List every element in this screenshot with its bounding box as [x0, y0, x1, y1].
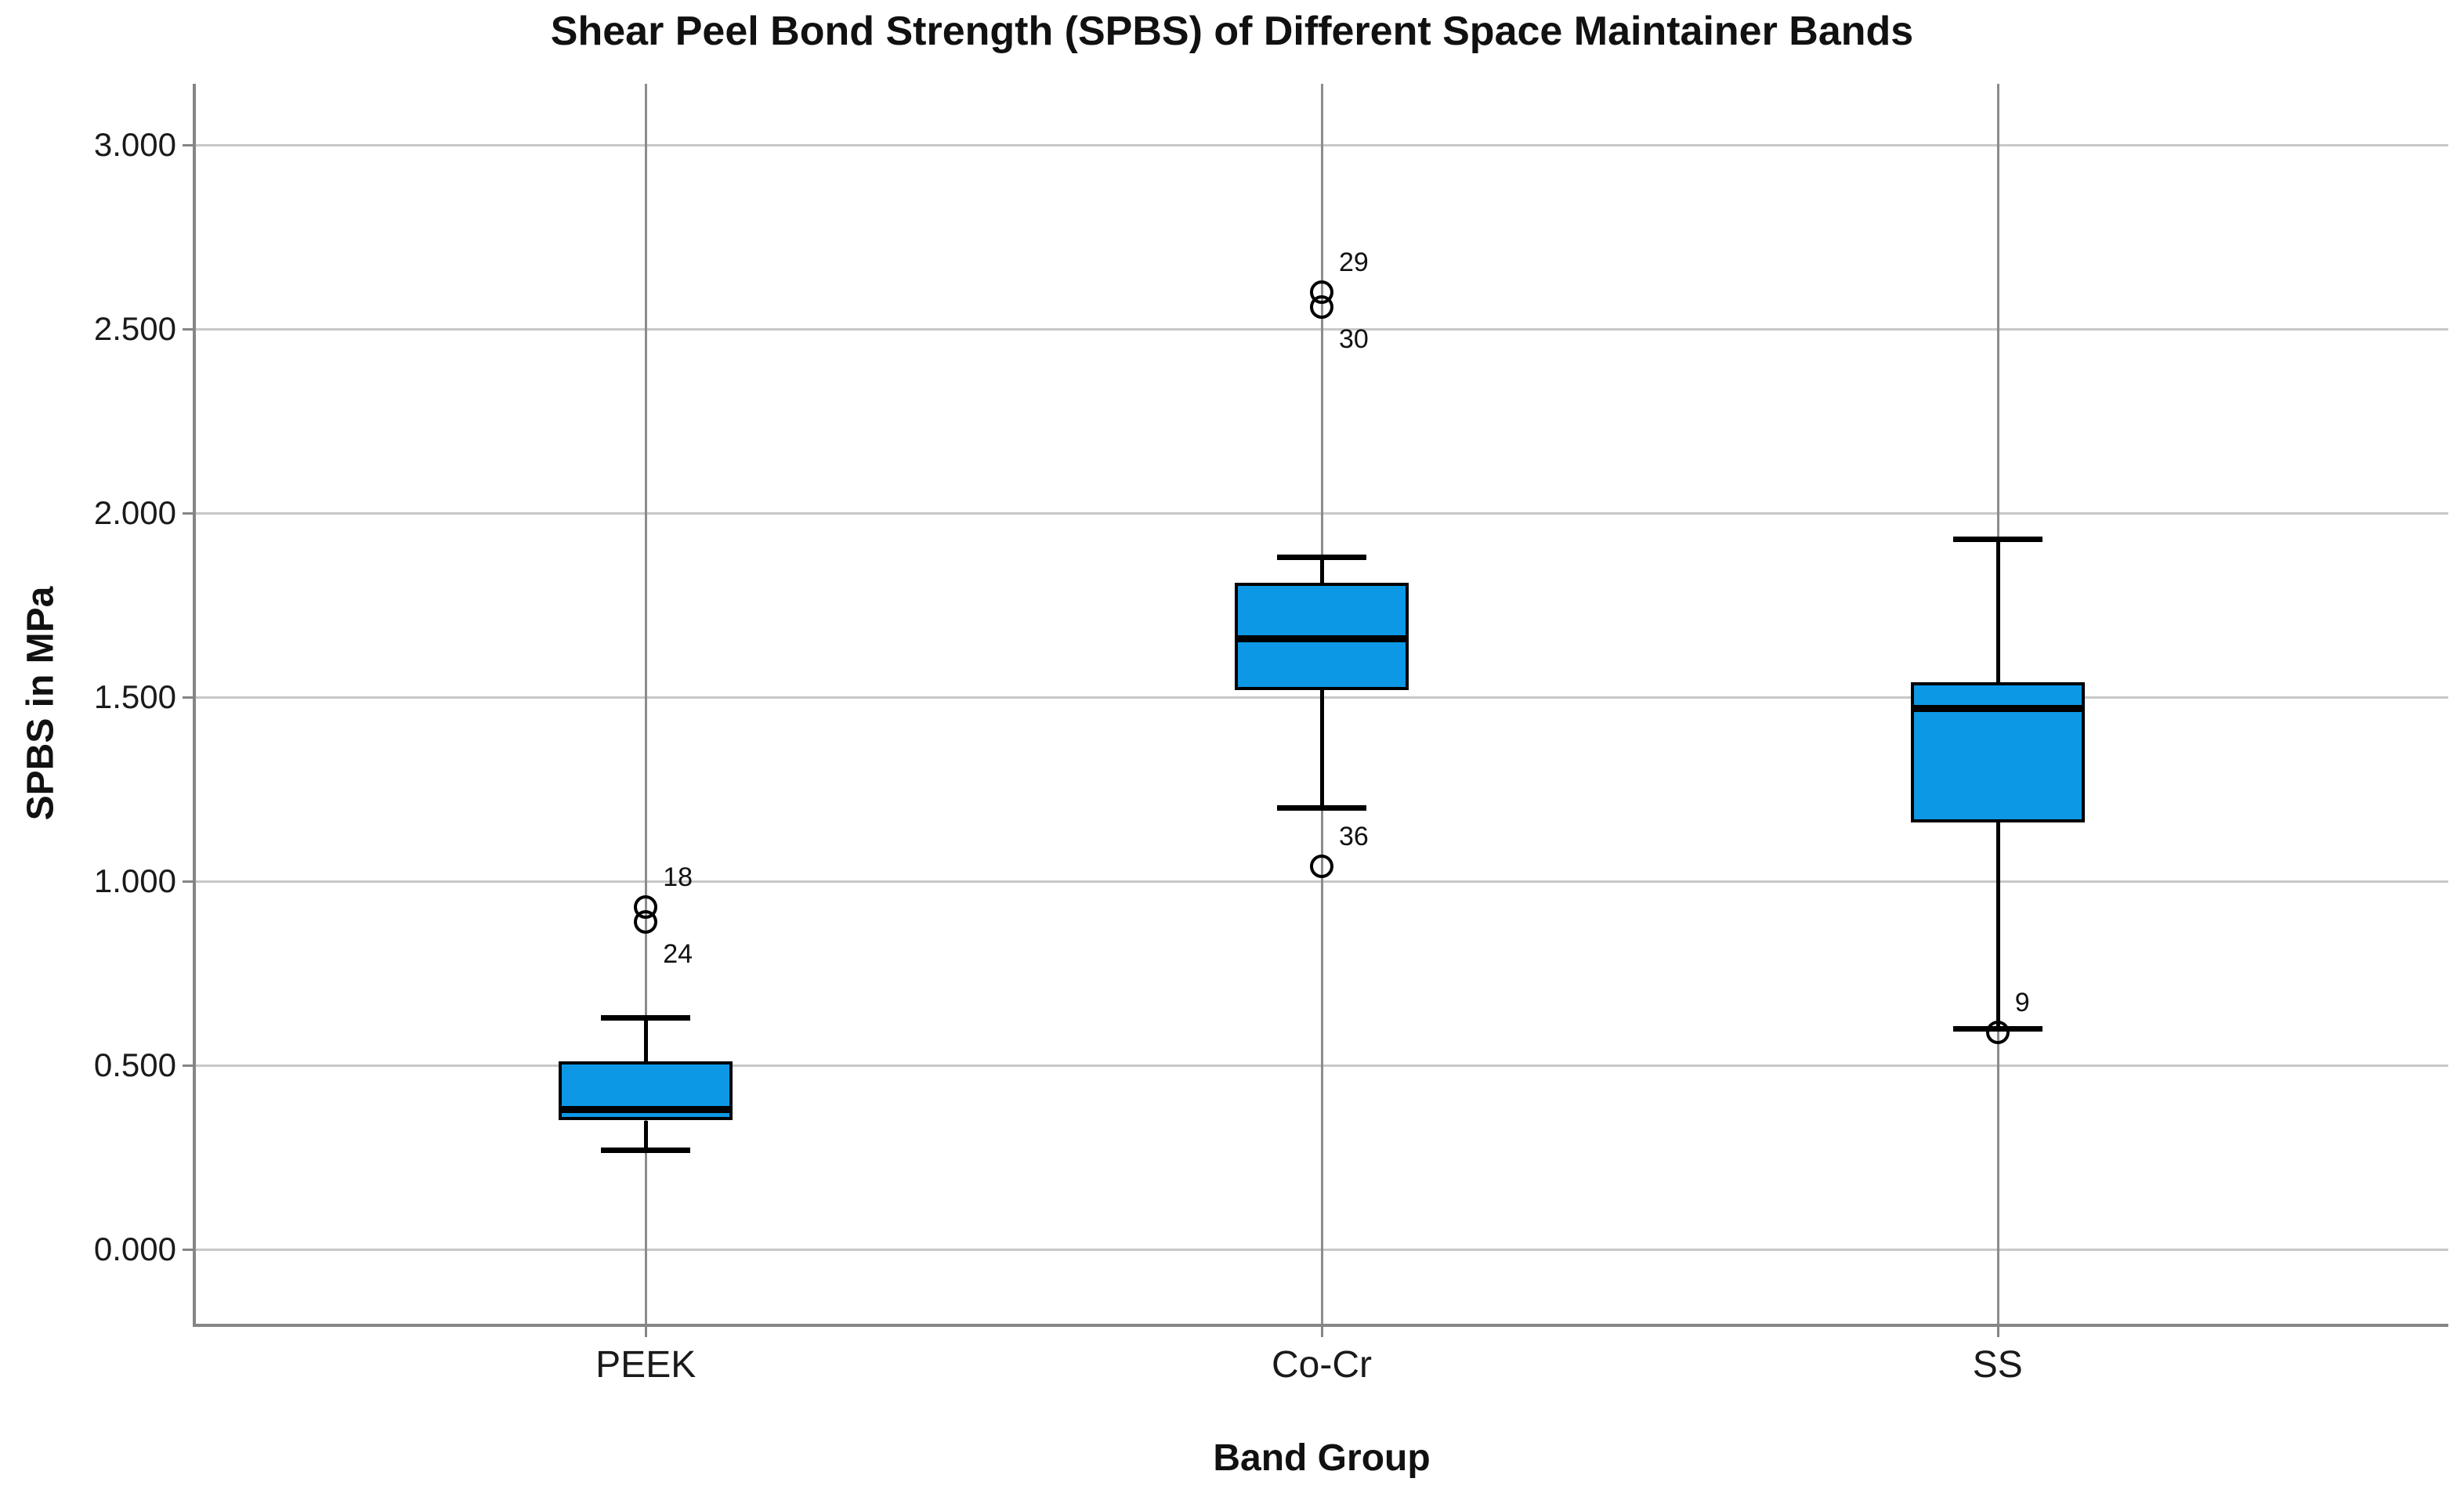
outlier-circle — [1310, 295, 1333, 319]
chart-title: Shear Peel Bond Strength (SPBS) of Diffe… — [550, 9, 1914, 54]
x-tick-mark — [645, 1327, 648, 1337]
outlier-circle — [1310, 855, 1333, 879]
y-tick-mark — [183, 1064, 195, 1067]
whisker-lower — [644, 1120, 649, 1151]
x-tick-label: PEEK — [595, 1344, 697, 1386]
y-tick-mark — [183, 144, 195, 146]
y-tick-mark — [183, 880, 195, 883]
whisker-upper — [1320, 557, 1324, 584]
y-tick-label: 0.000 — [93, 1231, 176, 1267]
outlier-case-label: 29 — [1339, 248, 1369, 277]
x-tick-label: SS — [1972, 1344, 2023, 1386]
whisker-lower — [1995, 822, 2000, 1028]
y-tick-mark — [183, 696, 195, 699]
y-tick-mark — [183, 512, 195, 515]
y-tick-label: 0.500 — [93, 1046, 176, 1083]
y-tick-label: 1.000 — [93, 862, 176, 899]
y-tick-mark — [183, 1249, 195, 1251]
iqr-box — [1910, 682, 2085, 822]
y-tick-mark — [183, 328, 195, 331]
y-tick-label: 2.500 — [93, 310, 176, 347]
y-tick-label: 3.000 — [93, 126, 176, 163]
y-tick-label: 2.000 — [93, 494, 176, 531]
x-axis-line — [193, 1324, 2448, 1327]
whisker-lower — [1320, 689, 1324, 808]
x-tick-mark — [1996, 1327, 1999, 1337]
median-line — [1910, 705, 2085, 713]
whisker-cap-upper — [1277, 555, 1366, 561]
y-tick-label: 1.500 — [93, 678, 176, 715]
median-line — [1235, 634, 1409, 642]
category-line — [645, 84, 648, 1324]
median-line — [559, 1106, 733, 1114]
outlier-circle — [1985, 1020, 2010, 1044]
whisker-upper — [1995, 538, 2000, 683]
outlier-case-label: 30 — [1339, 323, 1369, 354]
x-axis-title: Band Group — [1213, 1437, 1431, 1479]
whisker-upper — [644, 1017, 649, 1062]
whisker-cap-upper — [601, 1014, 691, 1021]
outlier-case-label: 9 — [2014, 987, 2030, 1017]
outlier-case-label: 18 — [663, 862, 693, 892]
x-tick-mark — [1321, 1327, 1323, 1337]
outlier-case-label: 36 — [1339, 822, 1369, 852]
outlier-case-label: 24 — [663, 938, 693, 969]
outlier-circle — [634, 909, 658, 934]
whisker-cap-lower — [601, 1148, 691, 1154]
whisker-cap-upper — [1952, 536, 2042, 542]
x-tick-label: Co-Cr — [1272, 1344, 1372, 1386]
whisker-cap-lower — [1277, 805, 1366, 811]
y-axis-line — [193, 84, 196, 1327]
